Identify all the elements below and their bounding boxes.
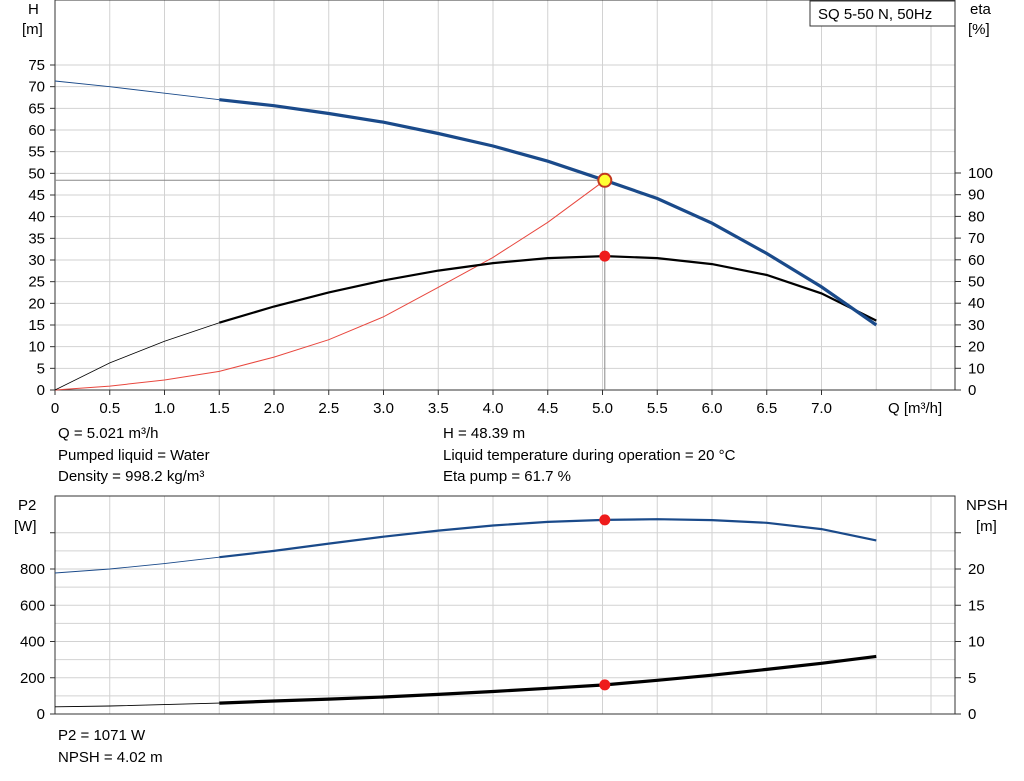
y-left-tick-label: 0 (37, 382, 45, 399)
y-left-tick-label: 75 (28, 57, 45, 74)
bottom-gridlines (55, 496, 955, 714)
y-right-tick-label: 100 (968, 165, 993, 182)
y-left-tick-label: 70 (28, 79, 45, 96)
y-left-tick-label: 35 (28, 230, 45, 247)
npsh-tick-label: 15 (968, 597, 985, 614)
y-right-title: eta (970, 1, 992, 18)
y-left-unit: [m] (22, 21, 43, 38)
y-right-tick-label: 30 (968, 317, 985, 334)
top-gridlines (55, 0, 955, 390)
top-axis-ticks: 0 0.5 1.0 1.5 2.0 2.5 3.0 3.5 4.0 4.5 5.0 5.5 6.0 6.5… (28, 57, 993, 417)
chart-title: SQ 5-50 N, 50Hz (818, 6, 932, 23)
npsh-tick-label: 5 (968, 670, 976, 687)
eta-duty-point (599, 250, 611, 262)
x-tick-label: 7.0 (811, 400, 832, 417)
info-npsh: NPSH = 4.02 m (58, 749, 163, 766)
h-curve-thin (54, 80, 220, 101)
x-tick-label: 2.5 (318, 400, 339, 417)
title-box (809, 0, 956, 27)
y-left-tick-label: 30 (28, 252, 45, 269)
info-liquid: Pumped liquid = Water (58, 447, 210, 464)
y-right-tick-label: 10 (968, 360, 985, 377)
x-tick-label: 3.0 (373, 400, 394, 417)
info-temperature: Liquid temperature during operation = 20… (443, 447, 736, 464)
p2-tick-label: 600 (20, 597, 45, 614)
system-curve-line (54, 179, 606, 391)
y-left-title: H (28, 1, 39, 18)
p2-curve-line (219, 518, 877, 559)
npsh-axis-title: NPSH (966, 497, 1008, 514)
npsh-axis-unit: [m] (976, 518, 997, 535)
x-axis-label: Q [m³/h] (888, 400, 942, 417)
npsh-tick-label: 20 (968, 561, 985, 578)
y-left-tick-label: 25 (28, 274, 45, 291)
y-right-tick-label: 40 (968, 295, 985, 312)
info-density: Density = 998.2 kg/m³ (58, 468, 204, 485)
y-right-tick-label: 50 (968, 274, 985, 291)
info-p2: P2 = 1071 W (58, 727, 146, 744)
bottom-chart-marks (54, 514, 877, 708)
y-left-tick-label: 55 (28, 144, 45, 161)
x-tick-label: 3.5 (428, 400, 449, 417)
p2-tick-label: 800 (20, 561, 45, 578)
x-tick-label: 1.0 (154, 400, 175, 417)
x-tick-label: 4.0 (483, 400, 504, 417)
npsh-curve-thin (54, 702, 220, 708)
y-right-tick-label: 0 (968, 382, 976, 399)
npsh-curve-line (219, 654, 877, 705)
info-eta: Eta pump = 61.7 % (443, 468, 571, 485)
y-left-tick-label: 65 (28, 100, 45, 117)
y-left-tick-label: 10 (28, 339, 45, 356)
x-tick-label: 4.5 (537, 400, 558, 417)
y-right-unit: [%] (968, 21, 990, 38)
y-left-tick-label: 20 (28, 295, 45, 312)
x-tick-label: 5.0 (592, 400, 613, 417)
eta-curve-thin (54, 322, 220, 391)
x-tick-label: 5.5 (647, 400, 668, 417)
x-tick-label: 2.0 (264, 400, 285, 417)
p2-curve-thin (54, 556, 220, 574)
x-tick-label: 6.0 (702, 400, 723, 417)
y-right-tick-label: 80 (968, 208, 985, 225)
y-left-tick-label: 15 (28, 317, 45, 334)
x-tick-label: 0.5 (99, 400, 120, 417)
x-tick-label: 6.5 (756, 400, 777, 417)
x-tick-label: 0 (51, 400, 59, 417)
p2-tick-label: 400 (20, 634, 45, 651)
top-chart-marks (54, 80, 878, 391)
info-q: Q = 5.021 m³/h (58, 425, 158, 442)
p2-axis-title: P2 (18, 497, 36, 514)
p2-tick-label: 200 (20, 670, 45, 687)
bottom-axis-ticks: 0 200 400 600 800 0 5 10 15 20 (20, 532, 985, 723)
p2-axis-unit: [W] (14, 518, 37, 535)
y-right-tick-label: 70 (968, 230, 985, 247)
x-tick-label: 1.5 (209, 400, 230, 417)
eta-curve-line (218, 254, 877, 324)
y-left-tick-label: 60 (28, 122, 45, 139)
h-duty-point (597, 172, 613, 188)
y-left-tick-label: 45 (28, 187, 45, 204)
y-right-tick-label: 90 (968, 187, 985, 204)
y-right-tick-label: 60 (968, 252, 985, 269)
npsh-tick-label: 0 (968, 706, 976, 723)
info-h: H = 48.39 m (443, 425, 525, 442)
y-right-tick-label: 20 (968, 339, 985, 356)
y-left-tick-label: 5 (37, 360, 45, 377)
y-left-tick-label: 50 (28, 165, 45, 182)
p2-tick-label: 0 (37, 706, 45, 723)
h-curve-line (219, 98, 878, 327)
y-left-tick-label: 40 (28, 209, 45, 226)
p2-duty-point (599, 514, 611, 526)
npsh-duty-point (599, 679, 611, 691)
npsh-tick-label: 10 (968, 634, 985, 651)
